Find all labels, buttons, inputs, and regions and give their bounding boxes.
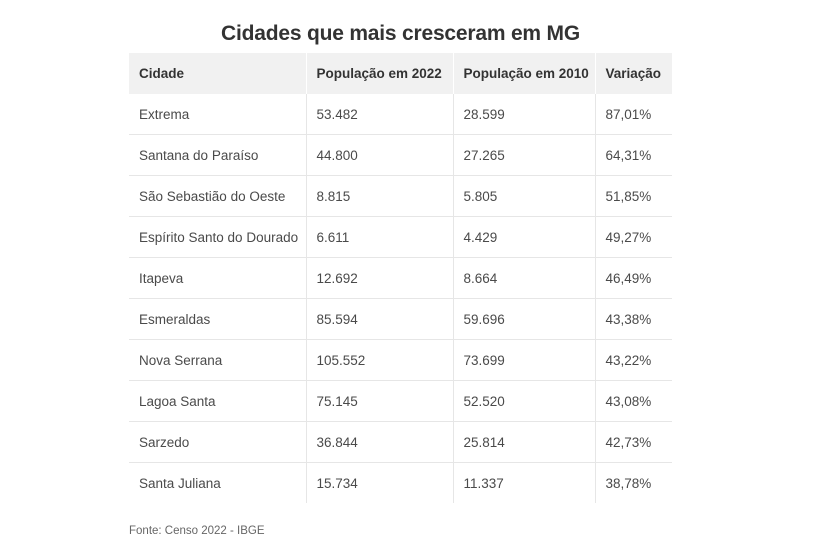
table-row: Santa Juliana 15.734 11.337 38,78% (129, 462, 672, 503)
source-note: Fonte: Censo 2022 - IBGE (129, 525, 265, 537)
population-2022-cell: 6.611 (306, 216, 454, 258)
table-row: Santana do Paraíso 44.800 27.265 64,31% (129, 134, 672, 176)
population-2010-cell: 5.805 (453, 175, 596, 217)
table-row: Lagoa Santa 75.145 52.520 43,08% (129, 380, 672, 422)
variation-cell: 43,22% (595, 339, 672, 381)
population-2022-cell: 8.815 (306, 175, 454, 217)
population-2022-cell: 105.552 (306, 339, 454, 381)
variation-cell: 51,85% (595, 175, 672, 217)
table-header: Cidade População em 2022 População em 20… (129, 53, 672, 94)
population-2010-cell: 27.265 (453, 134, 596, 176)
population-2022-cell: 75.145 (306, 380, 454, 422)
population-2010-cell: 52.520 (453, 380, 596, 422)
population-2022-cell: 85.594 (306, 298, 454, 340)
variation-cell: 49,27% (595, 216, 672, 258)
variation-cell: 87,01% (595, 94, 672, 135)
city-cell: São Sebastião do Oeste (129, 175, 307, 217)
table-title: Cidades que mais cresceram em MG (221, 22, 580, 45)
column-header-variacao: Variação (595, 53, 672, 94)
column-header-populacao-2010: População em 2010 (453, 53, 596, 94)
city-cell: Nova Serrana (129, 339, 307, 381)
city-cell: Santana do Paraíso (129, 134, 307, 176)
column-header-cidade: Cidade (129, 53, 307, 94)
variation-cell: 42,73% (595, 421, 672, 463)
population-2010-cell: 28.599 (453, 94, 596, 135)
column-header-populacao-2022: População em 2022 (306, 53, 454, 94)
table-row: Sarzedo 36.844 25.814 42,73% (129, 421, 672, 463)
city-cell: Itapeva (129, 257, 307, 299)
city-cell: Sarzedo (129, 421, 307, 463)
city-cell: Lagoa Santa (129, 380, 307, 422)
city-cell: Extrema (129, 94, 307, 135)
variation-cell: 43,08% (595, 380, 672, 422)
variation-cell: 43,38% (595, 298, 672, 340)
population-2022-cell: 44.800 (306, 134, 454, 176)
table-row: Espírito Santo do Dourado 6.611 4.429 49,27… (129, 216, 672, 258)
population-2010-cell: 59.696 (453, 298, 596, 340)
population-2022-cell: 15.734 (306, 462, 454, 503)
population-2010-cell: 11.337 (453, 462, 596, 503)
table-row: Nova Serrana 105.552 73.699 43,22% (129, 339, 672, 381)
variation-cell: 46,49% (595, 257, 672, 299)
population-2022-cell: 12.692 (306, 257, 454, 299)
city-cell: Esmeraldas (129, 298, 307, 340)
population-2010-cell: 4.429 (453, 216, 596, 258)
population-2022-cell: 53.482 (306, 94, 454, 135)
table-row: Esmeraldas 85.594 59.696 43,38% (129, 298, 672, 340)
city-cell: Santa Juliana (129, 462, 307, 503)
variation-cell: 64,31% (595, 134, 672, 176)
header-row: Cidade População em 2022 População em 20… (129, 53, 672, 94)
population-2022-cell: 36.844 (306, 421, 454, 463)
population-2010-cell: 8.664 (453, 257, 596, 299)
table-row: Itapeva 12.692 8.664 46,49% (129, 257, 672, 299)
variation-cell: 38,78% (605, 475, 652, 491)
city-cell: Espírito Santo do Dourado (129, 216, 307, 258)
population-2010-cell: 25.814 (453, 421, 596, 463)
table-body: Extrema 53.482 28.599 87,01% Santana do Para… (129, 94, 672, 503)
population-table: Cidade População em 2022 População em 20… (129, 53, 672, 503)
population-2010-cell: 73.699 (453, 339, 596, 381)
table-row: Extrema 53.482 28.599 87,01% (129, 94, 672, 135)
table-row: São Sebastião do Oeste 8.815 5.805 51,85% (129, 175, 672, 217)
